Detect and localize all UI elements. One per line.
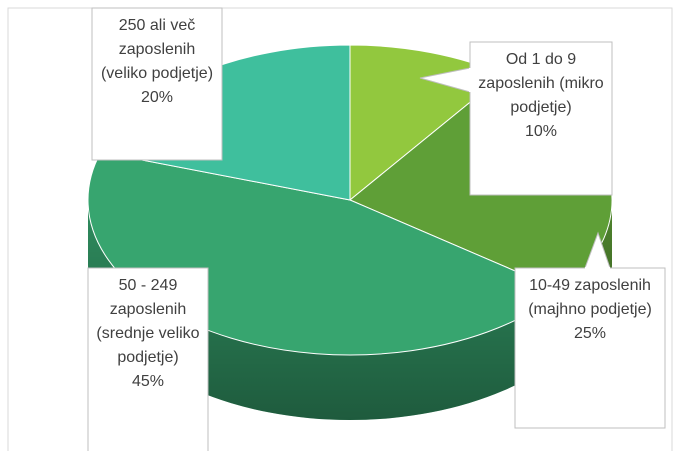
value-label: 45% [131, 373, 165, 390]
callout-label: 50 - 249 zaposlenih (srednje veliko podj… [92, 274, 204, 394]
callout-label: 250 ali več zaposlenih (veliko podjetje)… [96, 14, 218, 110]
category-label: 250 ali več zaposlenih (veliko podjetje) [100, 17, 214, 82]
label-text: 10-49 zaposlenih (majhno podjetje) 25% [519, 274, 661, 346]
label-text: 50 - 249 zaposlenih (srednje veliko podj… [92, 274, 204, 394]
category-label: Od 1 do 9 zaposlenih (mikro podjetje) [478, 51, 604, 116]
value-label: 20% [140, 89, 174, 106]
callout-box [91, 7, 223, 161]
category-label: 10-49 zaposlenih (majhno podjetje) [528, 277, 652, 318]
callout-box [514, 267, 666, 429]
value-label: 10% [524, 123, 558, 140]
callout-label: 10-49 zaposlenih (majhno podjetje) 25% [519, 274, 661, 346]
callout-label: Od 1 do 9 zaposlenih (mikro podjetje) 10% [474, 48, 608, 144]
category-label: 50 - 249 zaposlenih (srednje veliko podj… [96, 277, 200, 366]
label-text: 250 ali več zaposlenih (veliko podjetje)… [96, 14, 218, 110]
callout-box [87, 267, 209, 451]
callouts: Od 1 do 9 zaposlenih (mikro podjetje) 10%… [87, 7, 666, 451]
chart-border [7, 7, 673, 451]
value-label: 25% [573, 325, 607, 342]
label-text: Od 1 do 9 zaposlenih (mikro podjetje) 10% [474, 48, 608, 144]
callout-box [469, 41, 613, 196]
